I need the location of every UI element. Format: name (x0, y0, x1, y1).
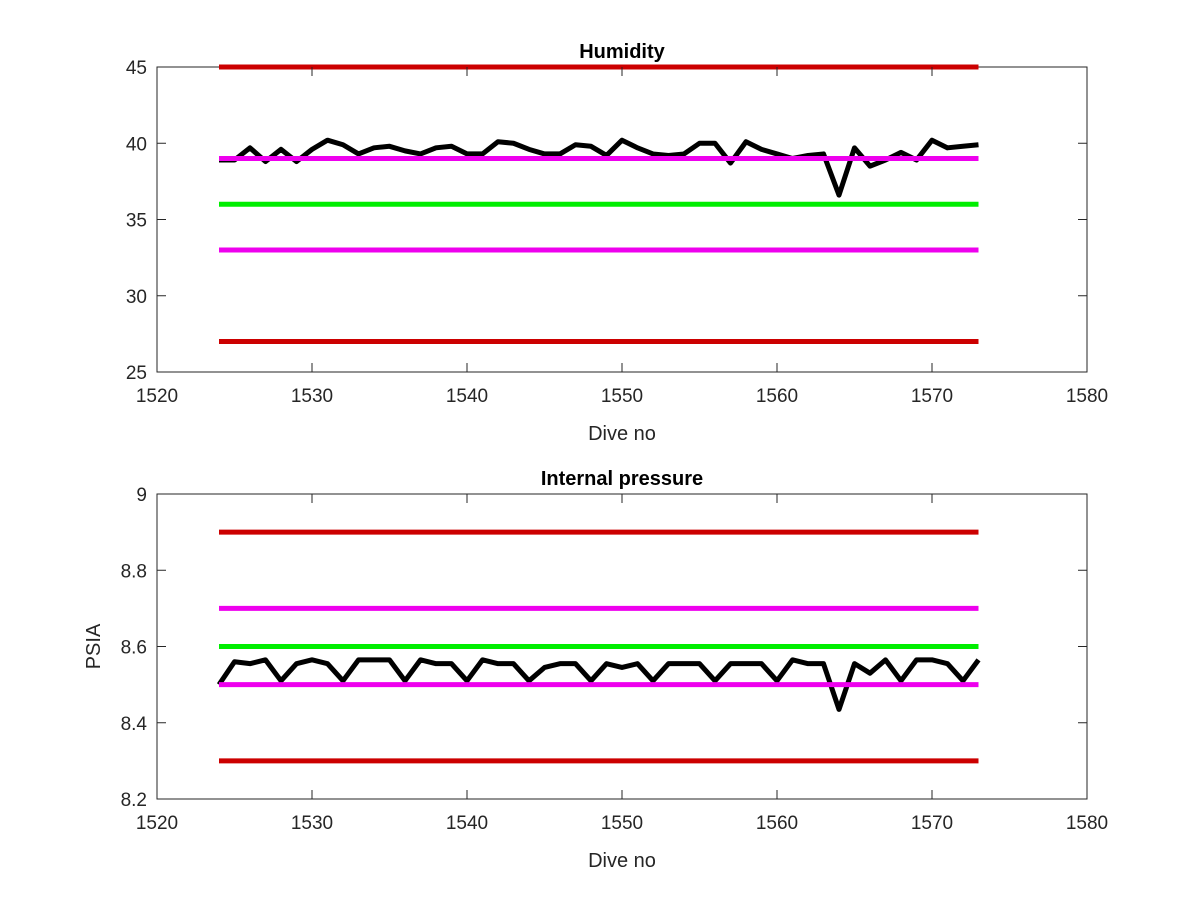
data-series-line (216, 657, 981, 712)
x-tick-label: 1570 (911, 386, 953, 407)
data-series-line (219, 137, 979, 198)
chart-title: Humidity (579, 41, 665, 63)
x-tick-label: 1550 (601, 813, 643, 834)
x-tick-label: 1550 (601, 386, 643, 407)
x-tick-label: 1520 (136, 386, 178, 407)
humidity-chart: 1520 1530 1540 1550 1560 1570 1580 25 30 35 40 45 Hu… (126, 41, 1108, 445)
x-tick-label: 1540 (446, 386, 488, 407)
y-tick-label: 9 (136, 485, 147, 506)
x-tick-label: 1530 (291, 386, 333, 407)
x-tick-label: 1580 (1066, 386, 1108, 407)
y-tick-label: 30 (126, 287, 147, 308)
x-tick-label: 1560 (756, 813, 798, 834)
plot-area (156, 66, 1088, 373)
x-axis-label: Dive no (588, 850, 656, 872)
y-tick-label: 25 (126, 363, 147, 384)
y-tick-label: 8.8 (121, 561, 147, 582)
y-tick-label: 8.6 (121, 638, 147, 659)
y-tick-label: 45 (126, 58, 147, 79)
y-axis-label: PSIA (83, 623, 105, 669)
x-tick-label: 1580 (1066, 813, 1108, 834)
y-tick-label: 8.2 (121, 790, 147, 811)
x-tick-label: 1540 (446, 813, 488, 834)
y-tick-label: 35 (126, 211, 147, 232)
x-tick-label: 1520 (136, 813, 178, 834)
x-tick-label: 1530 (291, 813, 333, 834)
chart-title: Internal pressure (541, 468, 703, 490)
x-axis-label: Dive no (588, 423, 656, 445)
y-tick-label: 8.4 (121, 714, 148, 735)
x-tick-label: 1560 (756, 386, 798, 407)
y-tick-label: 40 (126, 134, 147, 155)
x-tick-label: 1570 (911, 813, 953, 834)
internal-pressure-chart: 1520 1530 1540 1550 1560 1570 1580 8.2 8.4 8.6 8.8… (83, 468, 1108, 872)
